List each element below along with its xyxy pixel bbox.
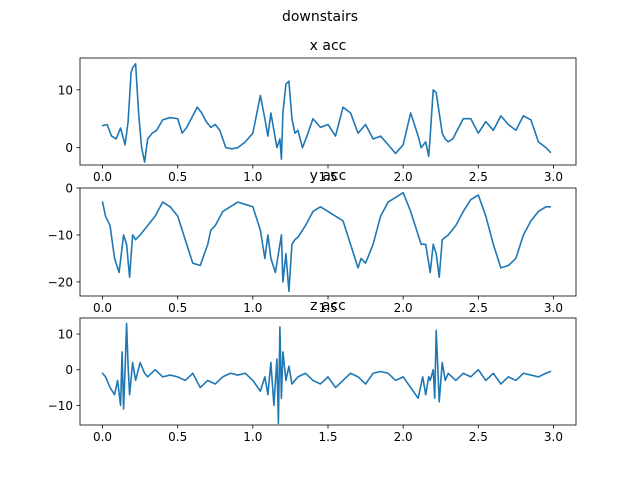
x-tick-label: 0.0: [93, 430, 112, 444]
y-tick-label: 10: [58, 328, 73, 342]
x-tick-label: 0.0: [93, 301, 112, 315]
x-tick-label: 0.5: [168, 301, 187, 315]
x-tick-label: 1.5: [318, 301, 337, 315]
x-tick-label: 2.5: [469, 170, 488, 184]
x-tick-label: 2.5: [469, 301, 488, 315]
x-tick-label: 2.0: [394, 301, 413, 315]
y-tick-label: 0: [65, 141, 73, 155]
y-tick-label: −10: [48, 399, 73, 413]
subplot-title-1: x acc: [310, 38, 347, 54]
x-tick-label: 0.5: [168, 170, 187, 184]
subplot-title-2: y acc: [310, 168, 347, 184]
subplot-2: 0.0 0.5 1.0 1.5 2.0 2.5 3.0 0 −10 −20 y acc: [48, 168, 577, 315]
x-tick-label: 1.5: [318, 170, 337, 184]
y-tick-label: 0: [65, 363, 73, 377]
subplot-3: 0.0 0.5 1.0 1.5 2.0 2.5 3.0 10 0 −10 z acc: [48, 298, 577, 444]
x-tick-label: 1.0: [243, 301, 262, 315]
x-tick-label: 3.0: [544, 170, 563, 184]
x-tick-label: 1.0: [243, 430, 262, 444]
x-tick-label: 0.0: [93, 170, 112, 184]
y-tick-label: −10: [48, 228, 73, 242]
x-tick-label: 3.0: [544, 301, 563, 315]
axes-layer: 0.0 0.5 1.0 1.5 2.0 2.5 3.0 0 10 x acc 0.0 0.5 1.0 1.…: [48, 38, 577, 444]
series-line-2: [101, 191, 552, 293]
figure-title: downstairs: [282, 9, 358, 25]
y-tick-label: 10: [58, 83, 73, 97]
y-tick-label: 0: [65, 182, 73, 196]
x-tick-label: 0.5: [168, 430, 187, 444]
x-tick-label: 3.0: [544, 430, 563, 444]
x-tick-label: 2.0: [394, 430, 413, 444]
x-tick-label: 1.0: [243, 170, 262, 184]
subplot-title-3: z acc: [310, 298, 346, 314]
x-tick-label: 1.5: [318, 430, 337, 444]
series-line-1: [101, 62, 552, 163]
x-tick-label: 2.5: [469, 430, 488, 444]
series-line-3: [101, 322, 552, 425]
subplot-1: 0.0 0.5 1.0 1.5 2.0 2.5 3.0 0 10 x acc: [58, 38, 577, 184]
y-tick-label: −20: [48, 275, 73, 289]
x-tick-label: 2.0: [394, 170, 413, 184]
